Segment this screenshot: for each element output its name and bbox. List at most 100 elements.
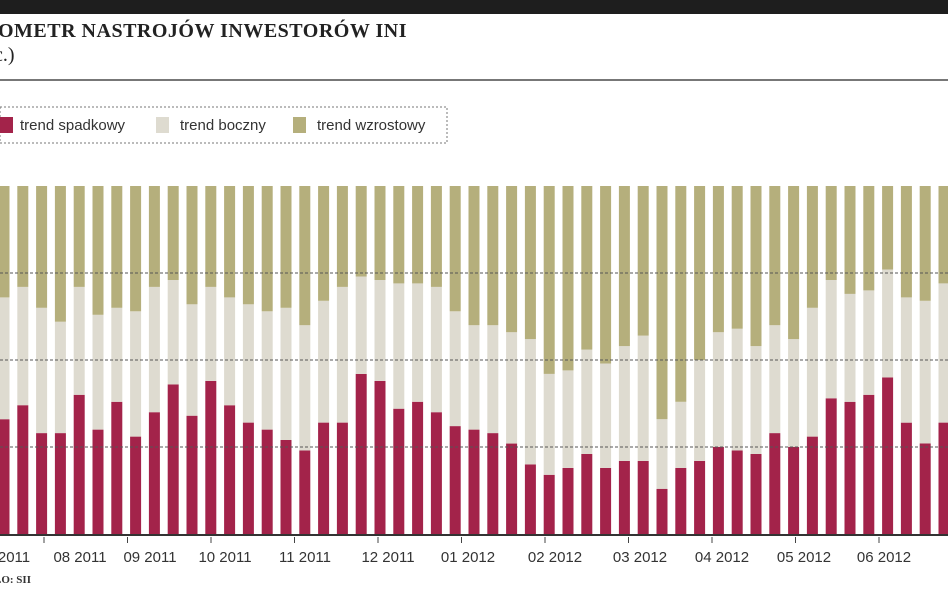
bar-side-26 xyxy=(468,325,480,430)
bar-side-18 xyxy=(318,300,330,423)
bar-down-32 xyxy=(581,454,593,534)
bar-up-14 xyxy=(242,186,254,305)
bar-down-46 xyxy=(844,401,856,534)
legend-swatch-1 xyxy=(0,117,13,133)
bar-side-51 xyxy=(938,283,948,423)
bar-side-44 xyxy=(806,307,818,437)
bar-side-3 xyxy=(36,307,48,434)
bar-down-48 xyxy=(882,377,894,534)
x-tick-label: 04 2012 xyxy=(695,549,749,566)
x-tick-label: 11 2011 xyxy=(279,549,331,566)
legend-swatch-3 xyxy=(293,117,306,133)
bar-up-30 xyxy=(543,186,555,374)
bar-down-7 xyxy=(111,401,123,534)
bar-up-23 xyxy=(412,186,424,284)
bar-up-5 xyxy=(73,186,85,287)
bar-up-47 xyxy=(863,186,875,291)
bar-up-19 xyxy=(336,186,348,287)
bar-down-33 xyxy=(600,467,612,534)
bar-down-51 xyxy=(938,422,948,534)
legend-label-3: trend wzrostowy xyxy=(317,117,426,134)
bar-down-49 xyxy=(900,422,912,534)
bar-side-9 xyxy=(148,286,160,413)
bar-up-15 xyxy=(261,186,273,312)
bar-side-34 xyxy=(618,346,630,461)
bar-up-39 xyxy=(712,186,724,333)
x-tick-label: 01 2012 xyxy=(441,549,495,566)
bar-side-16 xyxy=(280,307,292,440)
bar-up-12 xyxy=(205,186,217,287)
bar-down-38 xyxy=(694,460,706,534)
bar-side-29 xyxy=(524,339,536,465)
bar-up-33 xyxy=(600,186,612,364)
bar-down-14 xyxy=(242,422,254,534)
bar-down-1 xyxy=(0,419,10,534)
bar-side-31 xyxy=(562,370,574,468)
bar-down-20 xyxy=(355,373,367,534)
bar-down-10 xyxy=(167,384,179,534)
bar-up-34 xyxy=(618,186,630,347)
chart-title: OMETR NASTROJÓW INWESTORÓW INI xyxy=(0,20,407,42)
bar-down-35 xyxy=(637,460,649,534)
bar-up-21 xyxy=(374,186,386,280)
bar-side-19 xyxy=(336,286,348,423)
bar-up-40 xyxy=(731,186,743,329)
bar-side-10 xyxy=(167,280,179,385)
bar-down-2 xyxy=(17,405,29,534)
bar-down-47 xyxy=(863,394,875,534)
bar-down-21 xyxy=(374,380,386,534)
bar-side-8 xyxy=(130,311,142,437)
bar-down-9 xyxy=(148,412,160,534)
bar-up-8 xyxy=(130,186,142,312)
stacked-bar-chart: 2011 08 2011 09 2011 10 2011 11 2011 12 2011 0… xyxy=(0,106,948,566)
bar-side-2 xyxy=(17,286,29,406)
bar-up-13 xyxy=(224,186,236,298)
bar-down-30 xyxy=(543,474,555,534)
bar-up-2 xyxy=(17,186,29,287)
bar-up-50 xyxy=(919,186,931,301)
bar-down-11 xyxy=(186,415,198,534)
bar-up-44 xyxy=(806,186,818,308)
bar-side-5 xyxy=(73,286,85,395)
bar-side-24 xyxy=(430,286,442,413)
bar-side-42 xyxy=(769,325,781,434)
bar-side-32 xyxy=(581,349,593,454)
bar-down-3 xyxy=(36,433,48,534)
bar-side-6 xyxy=(92,314,104,430)
bar-up-25 xyxy=(449,186,461,312)
bar-up-31 xyxy=(562,186,574,371)
x-tick-label: 12 2011 xyxy=(361,549,414,566)
bar-side-28 xyxy=(506,332,518,444)
bar-side-43 xyxy=(788,339,800,447)
bar-down-25 xyxy=(449,426,461,534)
bar-down-50 xyxy=(919,443,931,534)
bar-down-31 xyxy=(562,467,574,534)
title-divider xyxy=(0,79,948,81)
bar-up-10 xyxy=(167,186,179,280)
bar-up-4 xyxy=(54,186,66,322)
bar-down-16 xyxy=(280,440,292,534)
bar-down-34 xyxy=(618,460,630,534)
bar-up-37 xyxy=(675,186,687,402)
bar-down-37 xyxy=(675,467,687,534)
bar-up-43 xyxy=(788,186,800,340)
bar-up-38 xyxy=(694,186,706,360)
bar-side-13 xyxy=(224,297,236,406)
bar-up-42 xyxy=(769,186,781,326)
bar-side-27 xyxy=(487,325,499,434)
bar-up-48 xyxy=(882,186,894,270)
bar-side-21 xyxy=(374,280,386,381)
x-tick-label: 2011 xyxy=(0,549,30,566)
legend-label-1: trend spadkowy xyxy=(20,117,126,134)
x-tick-label: 06 2012 xyxy=(857,549,911,566)
bar-side-15 xyxy=(261,311,273,430)
bar-side-38 xyxy=(694,360,706,461)
bar-down-44 xyxy=(806,436,818,534)
bar-up-20 xyxy=(355,186,367,277)
bar-up-18 xyxy=(318,186,330,301)
bar-down-4 xyxy=(54,433,66,534)
bar-down-41 xyxy=(750,454,762,534)
bar-up-36 xyxy=(656,186,668,420)
bar-side-14 xyxy=(242,304,254,423)
bar-up-29 xyxy=(524,186,536,340)
